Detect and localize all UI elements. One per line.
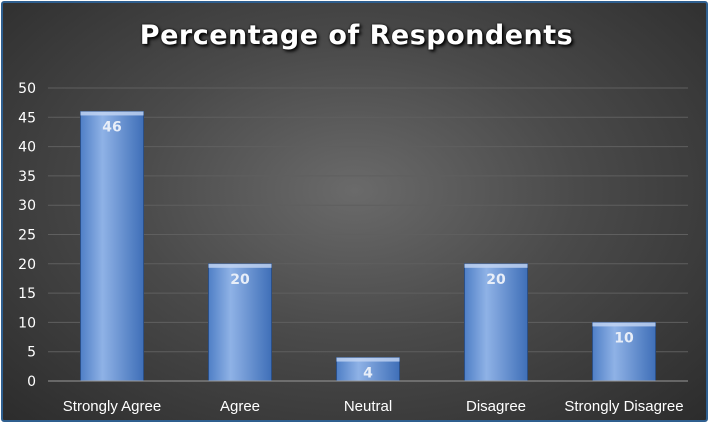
y-tick-label: 50	[18, 81, 36, 97]
y-tick-label: 0	[27, 374, 36, 390]
y-tick-label: 30	[18, 198, 36, 214]
y-tick-label: 5	[27, 345, 36, 361]
y-tick-label: 10	[18, 315, 36, 331]
bar	[80, 110, 144, 382]
bar-highlight	[464, 263, 528, 268]
bar-highlight	[336, 357, 400, 362]
x-axis-categories: Strongly Agree Agree Neutral Disagree Strong…	[63, 398, 684, 415]
bar-highlight	[592, 322, 656, 327]
y-tick-label: 35	[18, 169, 36, 185]
x-category-label: Agree	[220, 398, 260, 415]
data-label: 46	[102, 119, 121, 135]
x-category-label: Strongly Disagree	[564, 398, 683, 415]
data-label: 10	[614, 330, 634, 346]
x-category-label: Disagree	[466, 398, 526, 415]
y-tick-label: 45	[18, 110, 36, 126]
data-label: 4	[363, 366, 373, 382]
data-label: 20	[230, 272, 250, 288]
bar	[592, 321, 656, 382]
bar-highlight	[80, 111, 144, 116]
y-axis-ticks: 0 5 10 15 20 25 30 35 40 45 50	[18, 81, 36, 390]
x-category-label: Neutral	[344, 398, 392, 415]
x-category-label: Strongly Agree	[63, 398, 161, 415]
bars	[80, 110, 656, 382]
gridlines	[48, 87, 688, 353]
data-label: 20	[486, 272, 506, 288]
bar	[208, 263, 272, 382]
y-tick-label: 25	[18, 228, 36, 244]
y-tick-label: 20	[18, 257, 36, 273]
chart-title: Percentage of Respondents	[139, 20, 574, 51]
bar-highlight	[208, 263, 272, 268]
y-tick-label: 40	[18, 140, 36, 156]
data-labels: 46 20 4 20 10	[102, 119, 634, 381]
y-tick-label: 15	[18, 286, 36, 302]
